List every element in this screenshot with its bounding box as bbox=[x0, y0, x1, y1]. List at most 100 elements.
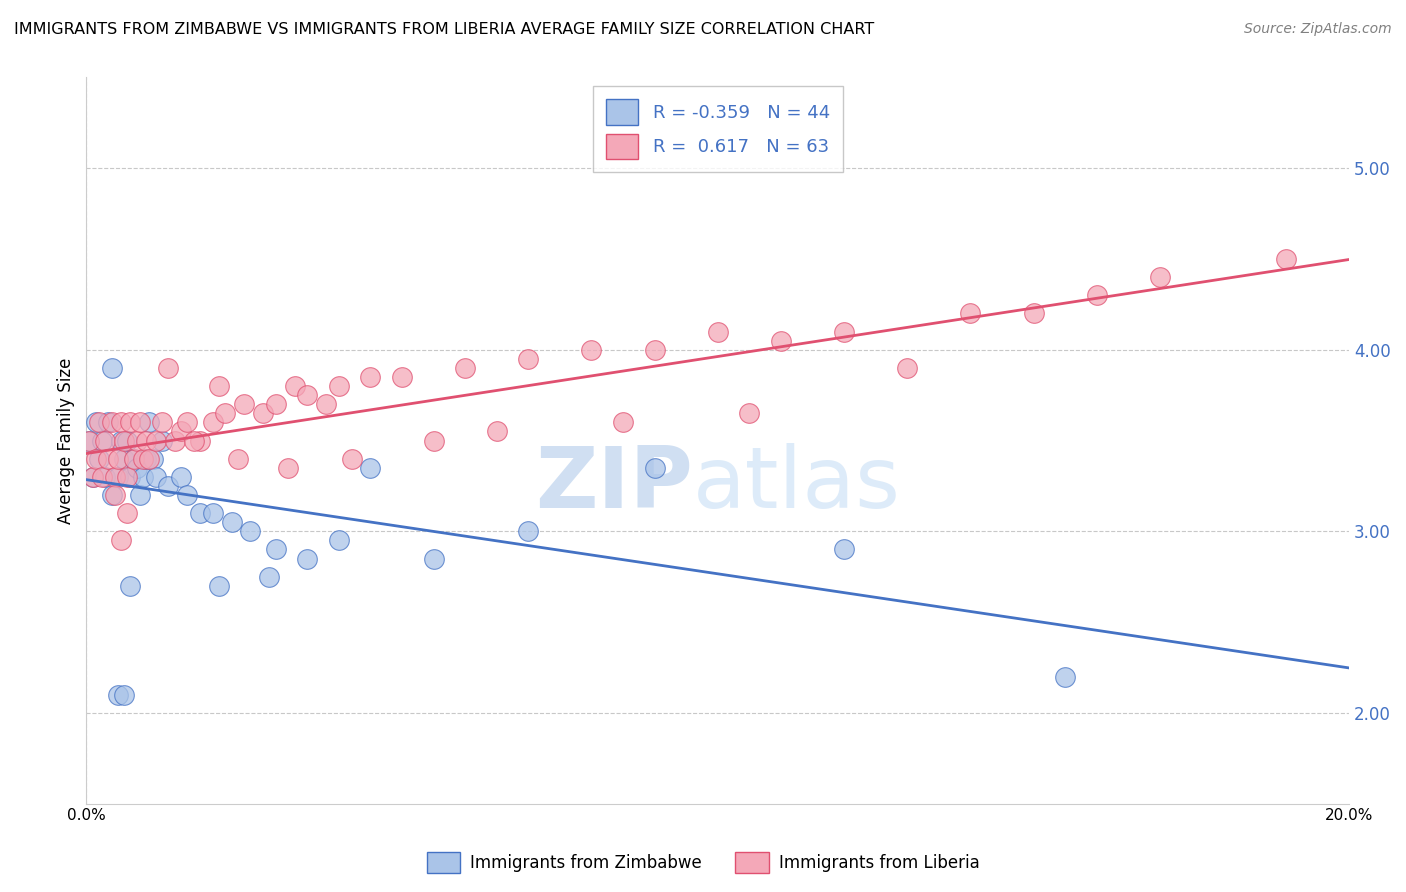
Point bbox=[145, 434, 167, 448]
Point bbox=[170, 470, 193, 484]
Point bbox=[91, 470, 114, 484]
Point bbox=[233, 397, 256, 411]
Point bbox=[391, 370, 413, 384]
Point bbox=[125, 434, 148, 448]
Point bbox=[163, 434, 186, 448]
Point bbox=[112, 688, 135, 702]
Point bbox=[138, 416, 160, 430]
Point bbox=[277, 460, 299, 475]
Point bbox=[422, 434, 444, 448]
Point bbox=[226, 451, 249, 466]
Point bbox=[129, 416, 152, 430]
Point bbox=[135, 451, 157, 466]
Point bbox=[104, 488, 127, 502]
Point bbox=[129, 488, 152, 502]
Point bbox=[769, 334, 792, 348]
Point bbox=[79, 434, 101, 448]
Point bbox=[107, 688, 129, 702]
Point bbox=[1085, 288, 1108, 302]
Point bbox=[340, 451, 363, 466]
Point bbox=[117, 470, 139, 484]
Point bbox=[252, 406, 274, 420]
Point bbox=[1022, 306, 1045, 320]
Point bbox=[328, 533, 350, 548]
Point bbox=[110, 434, 132, 448]
Point bbox=[120, 579, 142, 593]
Point bbox=[264, 397, 287, 411]
Point bbox=[485, 425, 508, 439]
Point bbox=[138, 451, 160, 466]
Point bbox=[82, 470, 104, 484]
Y-axis label: Average Family Size: Average Family Size bbox=[58, 358, 75, 524]
Point bbox=[1149, 270, 1171, 285]
Point bbox=[188, 434, 211, 448]
Point bbox=[110, 533, 132, 548]
Point bbox=[612, 416, 634, 430]
Point bbox=[1054, 669, 1077, 683]
Point bbox=[359, 460, 381, 475]
Point bbox=[284, 379, 307, 393]
Point bbox=[239, 524, 262, 539]
Legend: Immigrants from Zimbabwe, Immigrants from Liberia: Immigrants from Zimbabwe, Immigrants fro… bbox=[420, 846, 986, 880]
Point bbox=[142, 451, 165, 466]
Point bbox=[297, 388, 319, 402]
Point bbox=[738, 406, 761, 420]
Point bbox=[100, 488, 122, 502]
Point bbox=[157, 479, 180, 493]
Point bbox=[104, 470, 127, 484]
Point bbox=[201, 506, 224, 520]
Point bbox=[110, 416, 132, 430]
Point bbox=[150, 416, 173, 430]
Point bbox=[122, 451, 145, 466]
Point bbox=[264, 542, 287, 557]
Point bbox=[150, 434, 173, 448]
Point bbox=[125, 460, 148, 475]
Point bbox=[145, 470, 167, 484]
Point bbox=[183, 434, 205, 448]
Point bbox=[208, 379, 231, 393]
Point bbox=[97, 416, 120, 430]
Point bbox=[107, 451, 129, 466]
Point bbox=[79, 434, 101, 448]
Point bbox=[84, 451, 107, 466]
Point bbox=[517, 524, 540, 539]
Point bbox=[896, 360, 918, 375]
Point bbox=[832, 542, 855, 557]
Point bbox=[117, 506, 139, 520]
Point bbox=[94, 470, 117, 484]
Point bbox=[120, 470, 142, 484]
Point bbox=[208, 579, 231, 593]
Point bbox=[201, 416, 224, 430]
Point bbox=[112, 451, 135, 466]
Point bbox=[707, 325, 730, 339]
Point bbox=[94, 434, 117, 448]
Text: atlas: atlas bbox=[693, 442, 900, 525]
Point bbox=[644, 343, 666, 357]
Point bbox=[644, 460, 666, 475]
Point bbox=[517, 351, 540, 366]
Point bbox=[832, 325, 855, 339]
Text: Source: ZipAtlas.com: Source: ZipAtlas.com bbox=[1244, 22, 1392, 37]
Point bbox=[100, 416, 122, 430]
Point bbox=[112, 434, 135, 448]
Point bbox=[100, 360, 122, 375]
Point bbox=[315, 397, 337, 411]
Point bbox=[97, 451, 120, 466]
Point bbox=[959, 306, 981, 320]
Point bbox=[359, 370, 381, 384]
Point bbox=[454, 360, 477, 375]
Point bbox=[259, 570, 281, 584]
Point bbox=[176, 416, 198, 430]
Point bbox=[82, 470, 104, 484]
Point bbox=[581, 343, 603, 357]
Point bbox=[107, 470, 129, 484]
Text: ZIP: ZIP bbox=[534, 442, 693, 525]
Point bbox=[84, 416, 107, 430]
Point bbox=[87, 451, 110, 466]
Point bbox=[122, 451, 145, 466]
Point bbox=[170, 425, 193, 439]
Text: IMMIGRANTS FROM ZIMBABWE VS IMMIGRANTS FROM LIBERIA AVERAGE FAMILY SIZE CORRELAT: IMMIGRANTS FROM ZIMBABWE VS IMMIGRANTS F… bbox=[14, 22, 875, 37]
Point bbox=[221, 515, 243, 529]
Point bbox=[91, 434, 114, 448]
Point bbox=[1275, 252, 1298, 266]
